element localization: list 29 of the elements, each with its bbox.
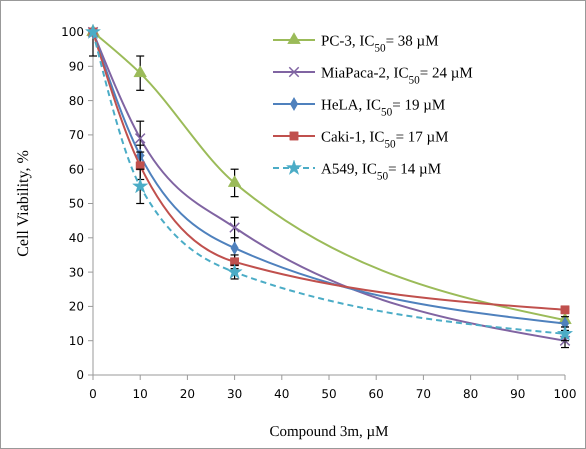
x-tick-label: 40 (274, 387, 290, 401)
x-tick-label: 70 (416, 387, 432, 401)
x-tick-label: 90 (510, 387, 526, 401)
y-tick-label: 30 (68, 265, 84, 280)
x-tick-label: 0 (89, 387, 97, 401)
x-tick-label: 10 (132, 387, 148, 401)
y-tick-label: 50 (68, 196, 84, 211)
legend-label: HeLA, IC$_{50}$= 19 µM (321, 97, 446, 118)
legend-label: PC-3, IC$_{50}$= 38 µM (321, 33, 439, 54)
x-tick-label: 50 (321, 387, 337, 401)
y-tick-label: 0 (76, 368, 84, 382)
y-tick-label: 100 (61, 25, 84, 40)
x-tick-label: 80 (462, 387, 478, 401)
y-tick-label: 80 (68, 94, 84, 108)
x-tick-label: 30 (226, 387, 242, 401)
x-tick-label: 20 (180, 387, 196, 401)
y-tick-label: 10 (68, 334, 84, 348)
x-axis-title: Compound 3m, µM (269, 424, 389, 440)
x-tick-label: 100 (554, 387, 576, 401)
legend-label: MiaPaca-2, IC$_{50}$= 24 µM (321, 65, 473, 86)
legend-label: Caki-1, IC$_{50}$= 17 µM (321, 129, 449, 150)
y-tick-label: 40 (68, 231, 84, 245)
y-tick-label: 20 (68, 300, 84, 314)
y-tick-label: 70 (68, 128, 84, 142)
y-axis-title: Cell Viability, % (15, 150, 32, 257)
y-tick-label: 90 (68, 60, 84, 74)
x-tick-label: 60 (368, 387, 384, 401)
legend-label: A549, IC$_{50}$= 14 µM (321, 161, 442, 182)
y-tick-label: 60 (68, 162, 84, 176)
